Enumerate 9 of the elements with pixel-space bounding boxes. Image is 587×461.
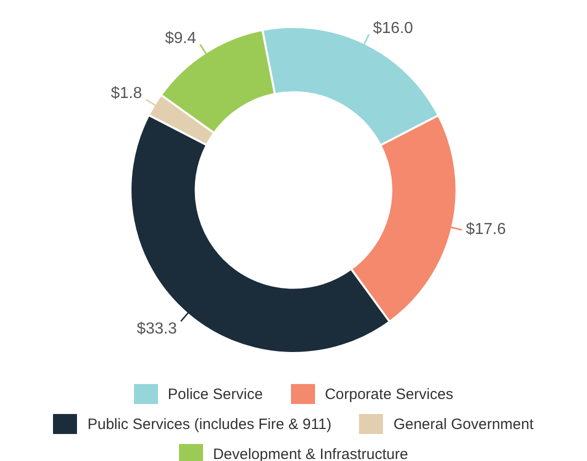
legend-label: General Government bbox=[393, 416, 534, 432]
legend-label: Police Service bbox=[168, 386, 263, 402]
data-label: $1.8 bbox=[110, 84, 142, 102]
data-label: $9.4 bbox=[164, 30, 196, 47]
legend-label: Corporate Services bbox=[324, 386, 454, 402]
data-label: $16.0 bbox=[373, 20, 414, 37]
data-label: $33.3 bbox=[136, 320, 177, 338]
legend-label: Public Services (includes Fire & 911) bbox=[87, 416, 332, 432]
data-label: $17.6 bbox=[466, 221, 506, 238]
